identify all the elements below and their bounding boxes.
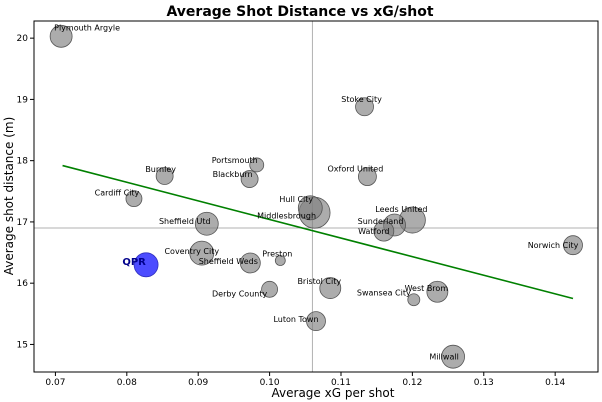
data-point [319, 277, 342, 299]
y-axis-title: Average shot distance (m) [2, 117, 16, 276]
data-point [155, 167, 174, 185]
point-label: Sheffield Weds [199, 257, 258, 266]
point-label: Middlesbrough [257, 212, 316, 221]
data-point [239, 252, 261, 274]
data-point [49, 24, 73, 48]
data-point [373, 220, 395, 242]
x-axis-title: Average xG per shot [272, 386, 395, 400]
point-label: Stoke City [341, 95, 382, 104]
data-point [355, 97, 374, 117]
point-label: QPR [122, 257, 146, 268]
data-point [306, 311, 326, 332]
y-tick-label: 16 [17, 279, 29, 289]
data-point [194, 211, 219, 236]
point-label: Burnley [145, 165, 176, 174]
point-label: Hull City [279, 195, 313, 204]
point-label: Leeds United [375, 205, 427, 214]
point-label: Sheffield Utd [159, 217, 211, 226]
plot-frame [33, 20, 599, 373]
x-tick-label: 0.07 [45, 378, 65, 388]
data-point [441, 344, 465, 369]
data-point [274, 255, 286, 266]
point-label: Swansea City [357, 289, 411, 298]
data-point [563, 235, 583, 256]
chart-title: Average Shot Distance vs xG/shot [166, 4, 433, 20]
data-point [426, 280, 449, 303]
point-label: Bristol City [297, 277, 341, 286]
data-point [189, 240, 215, 266]
data-point [297, 195, 323, 221]
data-point [407, 293, 421, 307]
point-label: Watford [358, 227, 389, 236]
x-tick-label: 0.10 [260, 378, 280, 388]
point-label: Oxford United [328, 165, 384, 174]
x-tick-label: 0.09 [188, 378, 208, 388]
data-point [133, 252, 159, 278]
point-label: Plymouth Argyle [54, 23, 120, 32]
point-label: Preston [262, 250, 292, 259]
data-point [249, 157, 265, 173]
point-label: Portsmouth [212, 156, 258, 165]
data-point [240, 170, 259, 188]
x-tick-label: 0.11 [331, 378, 351, 388]
y-tick-label: 17 [17, 218, 28, 228]
y-tick-label: 18 [17, 157, 29, 167]
x-tick-label: 0.08 [117, 378, 137, 388]
y-tick-label: 15 [17, 340, 28, 350]
data-point [261, 280, 278, 298]
trend-line [62, 164, 574, 300]
data-point [125, 190, 143, 208]
point-label: Luton Town [273, 315, 318, 324]
point-label: Coventry City [164, 247, 219, 256]
x-tick-label: 0.12 [402, 378, 422, 388]
point-label: Blackburn [213, 170, 253, 179]
data-point [358, 167, 377, 186]
point-label: West Brom [405, 284, 449, 293]
point-label: Cardiff City [95, 189, 140, 198]
y-tick-label: 20 [17, 34, 29, 44]
point-label: Derby County [212, 289, 267, 298]
point-label: Norwich City [528, 241, 579, 250]
point-label: Millwall [429, 353, 458, 362]
x-tick-label: 0.13 [474, 378, 494, 388]
x-tick-label: 0.14 [545, 378, 565, 388]
point-label: Sunderland [358, 217, 404, 226]
y-tick-label: 19 [17, 95, 29, 105]
